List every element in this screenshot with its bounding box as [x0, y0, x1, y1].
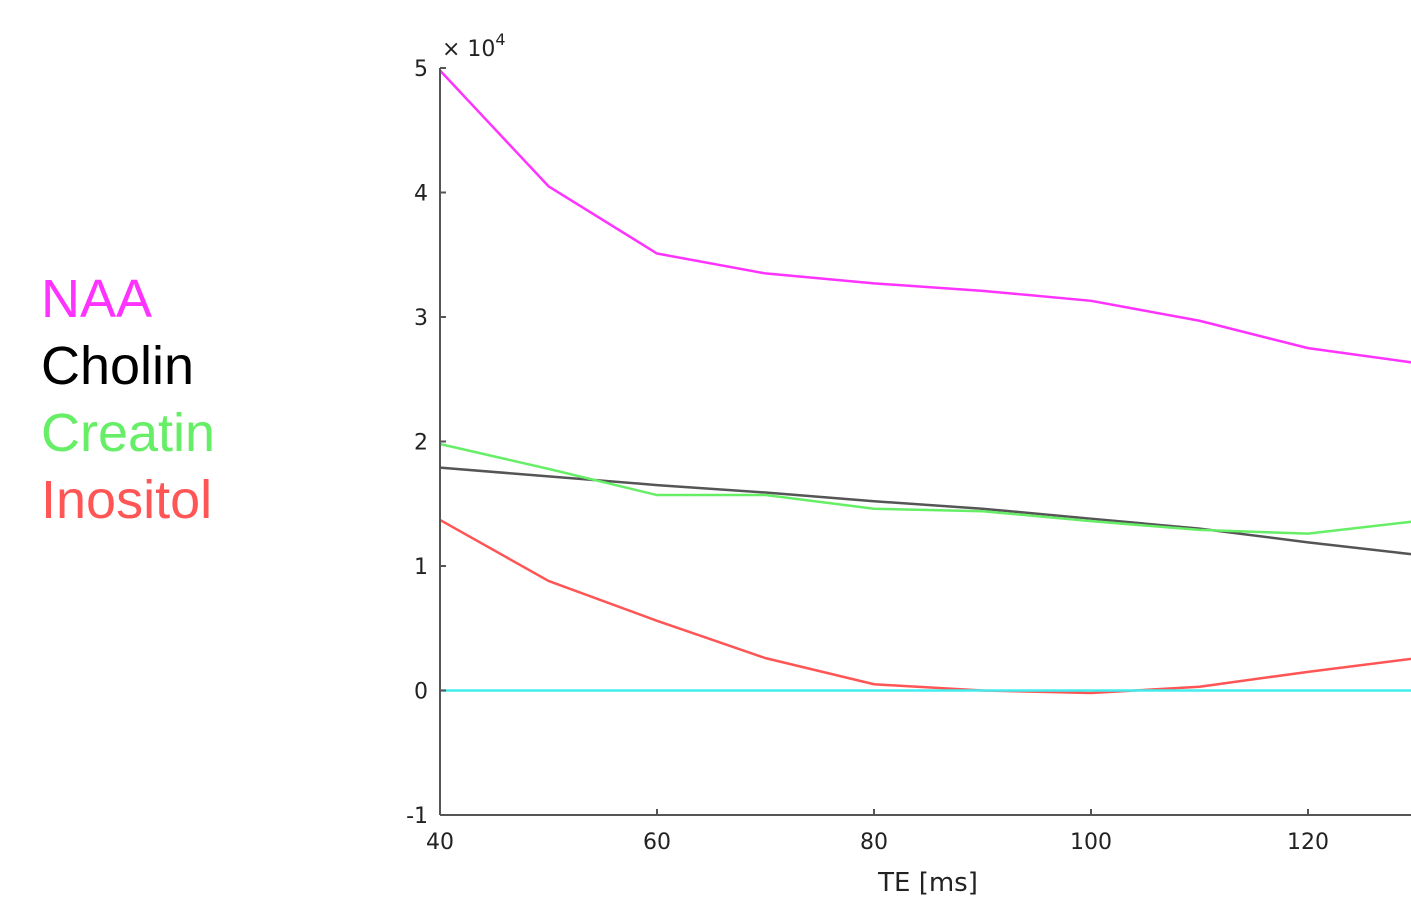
x-tick-label: 80 — [860, 830, 888, 855]
legend-item-cholin: Cholin — [41, 336, 195, 396]
x-tick-label: 120 — [1287, 830, 1329, 855]
y-tick-label: 3 — [414, 306, 428, 331]
y-tick-label: 2 — [414, 431, 428, 456]
legend-item-naa: NAA — [41, 269, 153, 329]
y-tick-label: -1 — [406, 804, 428, 829]
axes-layer: -1 0 1 2 3 4 5 40 60 80 100 120 — [406, 57, 1411, 855]
series-line-naa — [439, 69, 1411, 364]
y-tick-label: 5 — [414, 57, 428, 82]
x-tick-label: 60 — [643, 830, 671, 855]
series-layer — [439, 69, 1411, 695]
y-multiplier: × 104 — [442, 30, 506, 62]
x-axis-label: TE [ms] — [877, 868, 978, 898]
legend: NAA Cholin Creatin Inositol — [41, 266, 215, 534]
legend-item-creatin: Creatin — [41, 403, 216, 463]
series-line-cholin — [439, 466, 1411, 556]
x-tick-label: 100 — [1070, 830, 1112, 855]
y-tick-label: 4 — [414, 182, 428, 207]
x-tick-label: 40 — [426, 830, 454, 855]
series-line-inositol — [439, 518, 1411, 695]
y-tick-label: 0 — [414, 680, 428, 705]
y-tick-label: 1 — [414, 555, 428, 580]
legend-item-inositol: Inositol — [41, 470, 213, 530]
y-multiplier-exponent: 4 — [495, 30, 505, 49]
series-line-creatin — [439, 442, 1411, 535]
